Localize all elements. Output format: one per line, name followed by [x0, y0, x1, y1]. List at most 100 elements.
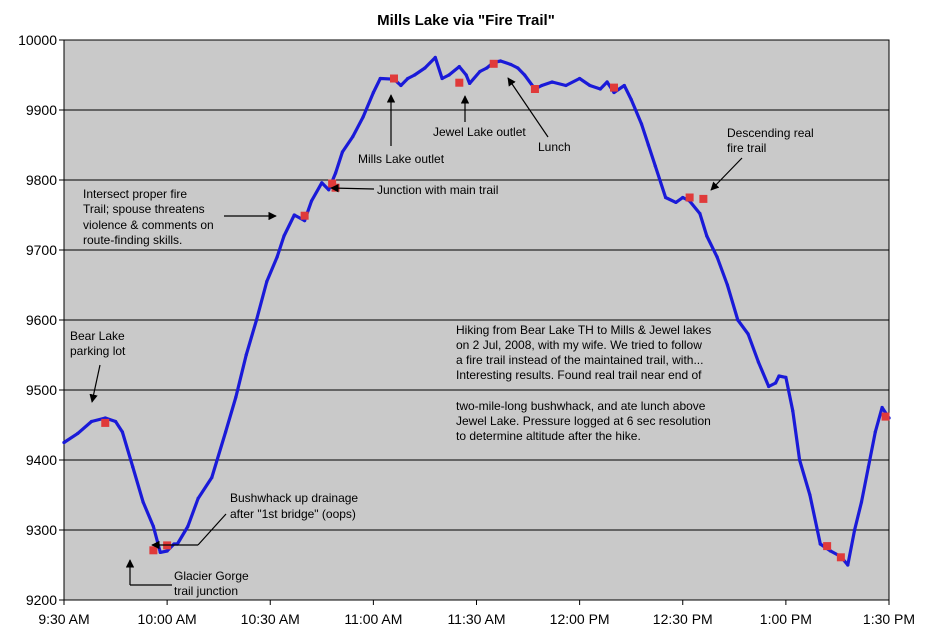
- annotation-descending: Descending real fire trail: [727, 126, 814, 155]
- series-point: [361, 115, 365, 119]
- annotation-line: violence & comments on: [83, 218, 214, 232]
- series-point: [457, 65, 461, 69]
- annotation-line: Glacier Gorge: [174, 569, 249, 583]
- waypoint-markers: [101, 59, 890, 562]
- annotation-lunch: Lunch: [538, 140, 571, 154]
- x-tick-label: 10:30 AM: [241, 611, 300, 627]
- series-point: [131, 465, 135, 469]
- series-point: [605, 80, 609, 84]
- annotation-line: Descending real: [727, 126, 814, 140]
- series-point: [622, 83, 626, 88]
- series-point: [371, 90, 375, 95]
- series-point: [715, 255, 719, 259]
- annotation-line: Intersect proper fire: [83, 187, 187, 201]
- x-tick-label: 12:30 PM: [653, 611, 713, 627]
- series-point: [612, 90, 616, 95]
- waypoint-marker: [699, 194, 708, 203]
- series-point: [791, 409, 795, 413]
- series-point: [433, 55, 437, 60]
- annotation-bear-lake: Bear Lake parking lot: [70, 329, 126, 358]
- annotation-line: after "1st bridge" (oops): [230, 507, 356, 521]
- y-axis: 9200 9300 9400 9500 9600 9700 9800 9900 10000: [18, 32, 64, 608]
- waypoint-marker: [881, 412, 890, 421]
- series-point: [223, 430, 228, 434]
- series-point: [89, 419, 94, 424]
- annotation-line: two-mile-long bushwhack, and ate lunch a…: [456, 399, 706, 413]
- y-tick-label: 9700: [26, 242, 57, 258]
- series-point: [498, 59, 503, 63]
- series-point: [399, 83, 403, 88]
- series-point: [540, 83, 544, 88]
- series-point: [62, 440, 66, 445]
- x-tick-label: 10:00 AM: [138, 611, 197, 627]
- annotation-line: Interesting results. Found real trail ne…: [456, 368, 702, 382]
- series-point: [165, 549, 169, 553]
- arrow-junction: [330, 183, 375, 193]
- series-point: [681, 195, 685, 200]
- annotation-jewel-outlet: Jewel Lake outlet: [433, 125, 526, 139]
- y-tick-label: 9900: [26, 102, 57, 118]
- series-point: [859, 500, 864, 504]
- series-point: [746, 332, 750, 336]
- series-point: [292, 213, 296, 217]
- series-point: [523, 73, 527, 77]
- y-tick-label: 10000: [18, 32, 57, 48]
- series-point: [478, 69, 482, 74]
- annotation-line: parking lot: [70, 344, 126, 358]
- series-point: [303, 219, 307, 223]
- series-point: [378, 76, 382, 81]
- series-point: [866, 465, 870, 469]
- series-point: [413, 73, 417, 77]
- series-point: [254, 318, 259, 322]
- series-point: [340, 150, 345, 154]
- annotation-line: Bushwhack up drainage: [230, 491, 358, 505]
- series-point: [406, 76, 410, 81]
- waypoint-marker: [836, 553, 845, 562]
- annotation-line: a fire trail instead of the maintained t…: [456, 353, 703, 367]
- x-tick-label: 9:30 AM: [38, 611, 89, 627]
- waypoint-marker: [823, 542, 832, 551]
- annotation-line: Junction with main trail: [377, 183, 498, 197]
- annotation-junction: Junction with main trail: [377, 183, 498, 197]
- waypoint-marker: [455, 78, 464, 87]
- x-tick-label: 1:30 PM: [863, 611, 915, 627]
- series-point: [674, 200, 678, 204]
- annotation-line: Lunch: [538, 140, 571, 154]
- annotation-bushwhack: Bushwhack up drainage after "1st bridge"…: [230, 491, 358, 521]
- series-point: [320, 181, 324, 185]
- annotation-line: to determine altitude after the hike.: [456, 429, 641, 443]
- waypoint-marker: [149, 546, 158, 555]
- waypoint-marker: [328, 179, 337, 188]
- waypoint-marker: [101, 418, 110, 427]
- series-point: [103, 416, 107, 420]
- annotation-line: Mills Lake outlet: [358, 152, 445, 166]
- annotation-line: fire trail: [727, 141, 766, 155]
- series-point: [485, 66, 489, 70]
- y-tick-label: 9800: [26, 172, 57, 188]
- waypoint-marker: [390, 74, 398, 83]
- series-point: [808, 493, 812, 497]
- series-point: [275, 255, 279, 259]
- series-point: [588, 83, 592, 88]
- y-tick-label: 9300: [26, 522, 57, 538]
- y-tick-label: 9600: [26, 312, 57, 328]
- series-point: [818, 542, 822, 546]
- waypoint-marker: [685, 193, 694, 202]
- series-point: [333, 171, 338, 175]
- x-tick-label: 11:00 AM: [344, 611, 402, 627]
- series-point: [873, 430, 877, 434]
- series-point: [629, 97, 633, 102]
- series-point: [639, 122, 644, 126]
- x-axis: 9:30 AM 10:00 AM 10:30 AM 11:00 AM 11:30 AM 1…: [38, 600, 915, 627]
- series-point: [151, 524, 155, 529]
- series-point: [516, 66, 520, 70]
- x-tick-label: 12:00 PM: [550, 611, 610, 627]
- series-point: [196, 496, 200, 501]
- series-point: [653, 164, 657, 168]
- chart-title: Mills Lake via "Fire Trail": [377, 12, 555, 29]
- annotation-line: on 2 Jul, 2008, with my wife. We tried t…: [456, 338, 702, 352]
- series-point: [423, 66, 427, 70]
- series-point: [158, 550, 162, 555]
- series-point: [880, 405, 884, 410]
